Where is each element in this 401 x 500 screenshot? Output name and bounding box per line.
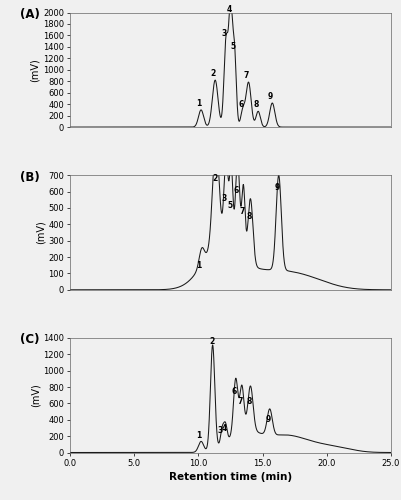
Text: 7: 7 (244, 72, 249, 80)
Text: 9: 9 (268, 92, 273, 101)
Text: 3: 3 (222, 194, 227, 203)
Text: 6: 6 (238, 100, 243, 109)
Y-axis label: (mV): (mV) (35, 220, 45, 244)
Text: 5: 5 (227, 200, 232, 209)
Text: 2: 2 (209, 336, 214, 345)
Text: 8: 8 (246, 398, 251, 406)
Text: 9: 9 (274, 182, 279, 192)
Text: 2: 2 (212, 174, 217, 184)
Text: 3: 3 (218, 426, 223, 435)
Text: 6: 6 (233, 186, 238, 195)
Text: 1: 1 (196, 262, 201, 270)
Y-axis label: (mV): (mV) (30, 58, 40, 82)
Text: 7: 7 (239, 207, 245, 216)
Text: 3: 3 (221, 29, 227, 38)
Text: (A): (A) (20, 8, 41, 21)
Text: 8: 8 (253, 100, 259, 110)
Text: 1: 1 (196, 431, 201, 440)
X-axis label: Retention time (min): Retention time (min) (169, 472, 292, 482)
Text: 4: 4 (221, 424, 227, 434)
Text: 2: 2 (211, 69, 216, 78)
Text: 4: 4 (227, 5, 232, 14)
Text: 8: 8 (246, 212, 251, 221)
Text: 7: 7 (237, 398, 243, 406)
Text: (B): (B) (20, 170, 40, 183)
Text: 6: 6 (231, 386, 237, 396)
Text: 9: 9 (265, 416, 270, 424)
Y-axis label: (mV): (mV) (30, 384, 40, 407)
Text: (C): (C) (20, 334, 40, 346)
Text: 5: 5 (231, 42, 236, 50)
Text: 1: 1 (196, 100, 202, 108)
